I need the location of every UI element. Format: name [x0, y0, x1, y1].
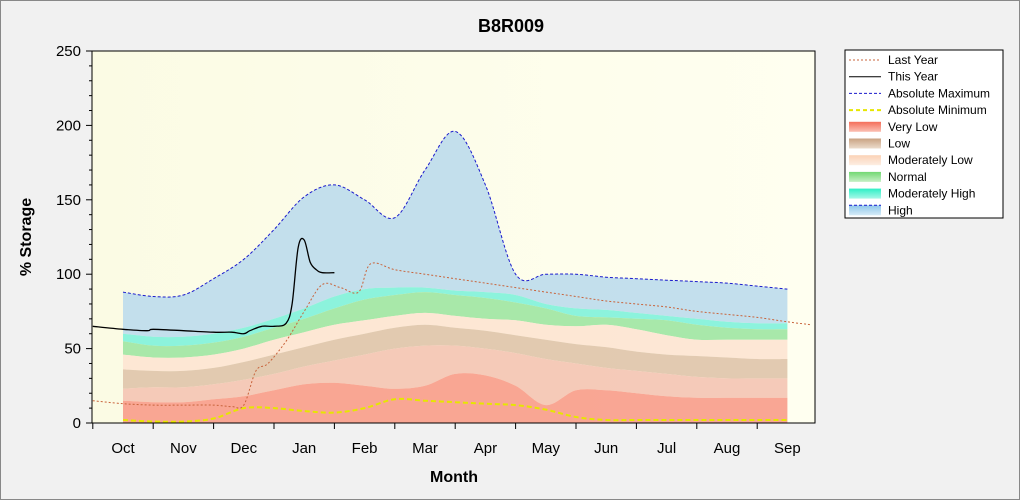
line-this-year: [92, 237, 335, 335]
chart-title: B8R009: [478, 16, 544, 36]
x-tick-label: Mar: [412, 440, 438, 457]
x-axis-title: Month: [430, 469, 478, 486]
legend-label: Moderately High: [888, 187, 975, 201]
band-low: [123, 324, 788, 389]
legend-label: Very Low: [888, 120, 938, 134]
line-last-year: [92, 262, 812, 409]
legend-swatch: [849, 138, 881, 149]
legend-item: Low: [849, 137, 910, 151]
band-low-lower: [123, 345, 788, 406]
legend: Last Year This Year Absolute Maximum Absolu…: [844, 49, 1004, 219]
legend-item: Normal: [849, 170, 927, 184]
band-normal: [123, 292, 788, 358]
legend-swatch: [849, 155, 881, 166]
band-moderately-low: [123, 312, 788, 372]
x-tick-label: Jan: [292, 440, 316, 457]
legend-swatch: [849, 205, 881, 216]
x-tick-label: Jun: [594, 440, 618, 457]
legend-label: Absolute Minimum: [888, 103, 987, 117]
legend-swatch: [849, 188, 881, 199]
legend-item: Absolute Maximum: [849, 86, 990, 100]
x-tick-label: Dec: [230, 440, 257, 457]
x-tick-label: Feb: [352, 440, 378, 457]
line-absolute-minimum: [122, 397, 788, 423]
x-tick-label: May: [532, 440, 561, 457]
x-tick-label: Nov: [170, 440, 197, 457]
legend-label: Moderately Low: [888, 153, 973, 167]
y-tick-label: 200: [56, 117, 81, 134]
x-tick-label: Jul: [657, 440, 676, 457]
band-moderately-high: [123, 287, 788, 347]
legend-item: Moderately High: [849, 187, 975, 201]
band-high: [123, 131, 788, 338]
y-axis-title: % Storage: [18, 198, 35, 276]
y-tick-label: 250: [56, 43, 81, 60]
legend-label: Low: [888, 137, 910, 151]
x-tick-label: Oct: [111, 440, 135, 457]
legend-item: Last Year: [849, 53, 938, 67]
legend-item: Absolute Minimum: [849, 103, 987, 117]
legend-swatch: [849, 171, 881, 182]
legend-label: This Year: [888, 70, 938, 84]
x-tick-label: Sep: [774, 440, 801, 457]
y-tick-label: 150: [56, 192, 81, 209]
y-tick-label: 50: [64, 341, 81, 358]
legend-label: Last Year: [888, 53, 938, 67]
line-absolute-maximum: [122, 130, 788, 298]
legend-label: High: [888, 203, 913, 217]
legend-label: Normal: [888, 170, 927, 184]
legend-item: Very Low: [849, 120, 938, 134]
legend-item: This Year: [849, 70, 938, 84]
y-tick-label: 0: [73, 415, 81, 432]
legend-label: Absolute Maximum: [888, 86, 990, 100]
legend-swatch: [849, 121, 881, 132]
y-tick-label: 100: [56, 266, 81, 283]
legend-item: High: [849, 203, 913, 217]
legend-item: Moderately Low: [849, 153, 973, 167]
x-tick-label: Apr: [474, 440, 497, 457]
x-tick-label: Aug: [714, 440, 741, 457]
